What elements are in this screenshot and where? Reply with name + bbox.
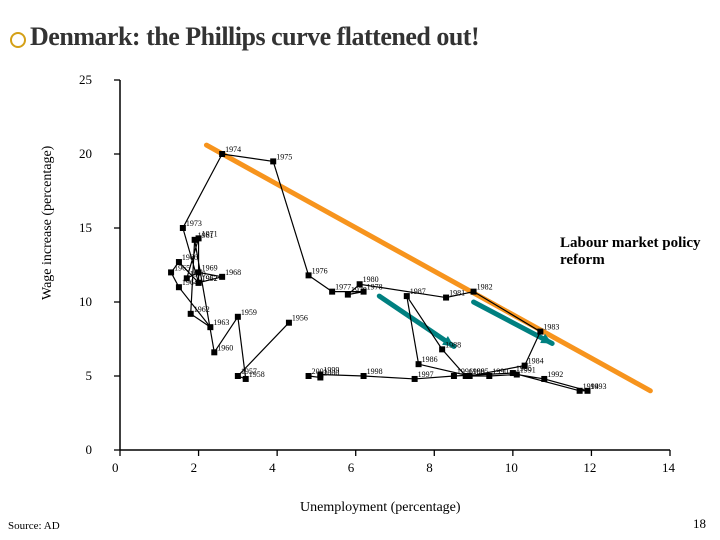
year-label: 1959 bbox=[241, 308, 257, 317]
year-label: 1987 bbox=[410, 287, 426, 296]
y-tick-label: 20 bbox=[62, 146, 92, 162]
year-label: 1958 bbox=[249, 370, 265, 379]
year-label: 1966 bbox=[182, 253, 198, 262]
year-label: 1974 bbox=[225, 145, 241, 154]
year-label: 1990 bbox=[492, 367, 508, 376]
year-label: 1982 bbox=[477, 283, 493, 292]
year-label: 1956 bbox=[292, 314, 308, 323]
y-axis-label: Wage increase (percentage) bbox=[40, 146, 56, 300]
annotation-labour-market: Labour market policy reform bbox=[560, 235, 720, 269]
y-tick-label: 5 bbox=[62, 368, 92, 384]
y-tick-label: 0 bbox=[62, 442, 92, 458]
y-tick-label: 15 bbox=[62, 220, 92, 236]
x-tick-label: 8 bbox=[426, 460, 433, 476]
year-label: 1992 bbox=[547, 370, 563, 379]
title-bullet bbox=[10, 32, 26, 48]
x-tick-label: 4 bbox=[269, 460, 276, 476]
year-label: 1986 bbox=[422, 355, 438, 364]
x-tick-label: 6 bbox=[348, 460, 355, 476]
x-axis-label: Unemployment (percentage) bbox=[300, 500, 461, 516]
year-label: 1983 bbox=[543, 323, 559, 332]
year-label: 1981 bbox=[449, 289, 465, 298]
year-label: 1995 bbox=[516, 364, 532, 373]
chart-svg: 1956195719581959196019611962196319641965… bbox=[100, 70, 680, 480]
year-label: 1963 bbox=[213, 318, 229, 327]
year-label: 1972 bbox=[202, 274, 218, 283]
year-label: 1994 bbox=[583, 382, 599, 391]
year-label: 1975 bbox=[276, 152, 292, 161]
year-label: 1973 bbox=[186, 219, 202, 228]
year-label: 1977 bbox=[335, 283, 351, 292]
page-number: 18 bbox=[693, 516, 706, 532]
x-tick-label: 2 bbox=[191, 460, 198, 476]
year-label: 1960 bbox=[217, 343, 233, 352]
source-label: Source: AD bbox=[8, 520, 60, 532]
year-label: 1976 bbox=[312, 266, 328, 275]
year-label: 1968 bbox=[225, 268, 241, 277]
year-label: 2001 bbox=[312, 367, 328, 376]
chart-plot-area: 1956195719581959196019611962196319641965… bbox=[100, 70, 680, 480]
y-tick-label: 10 bbox=[62, 294, 92, 310]
year-label: 1988 bbox=[445, 340, 461, 349]
year-label: 1996 bbox=[457, 367, 473, 376]
year-label: 1998 bbox=[367, 367, 383, 376]
x-tick-label: 14 bbox=[662, 460, 675, 476]
year-label: 1962 bbox=[194, 305, 210, 314]
page-title: Denmark: the Phillips curve flattened ou… bbox=[30, 22, 479, 52]
x-tick-label: 10 bbox=[505, 460, 518, 476]
year-label: 1980 bbox=[363, 275, 379, 284]
year-label: 1997 bbox=[418, 370, 434, 379]
x-tick-label: 0 bbox=[112, 460, 119, 476]
x-tick-label: 12 bbox=[583, 460, 596, 476]
y-tick-label: 25 bbox=[62, 72, 92, 88]
year-label: 1971 bbox=[202, 229, 218, 238]
